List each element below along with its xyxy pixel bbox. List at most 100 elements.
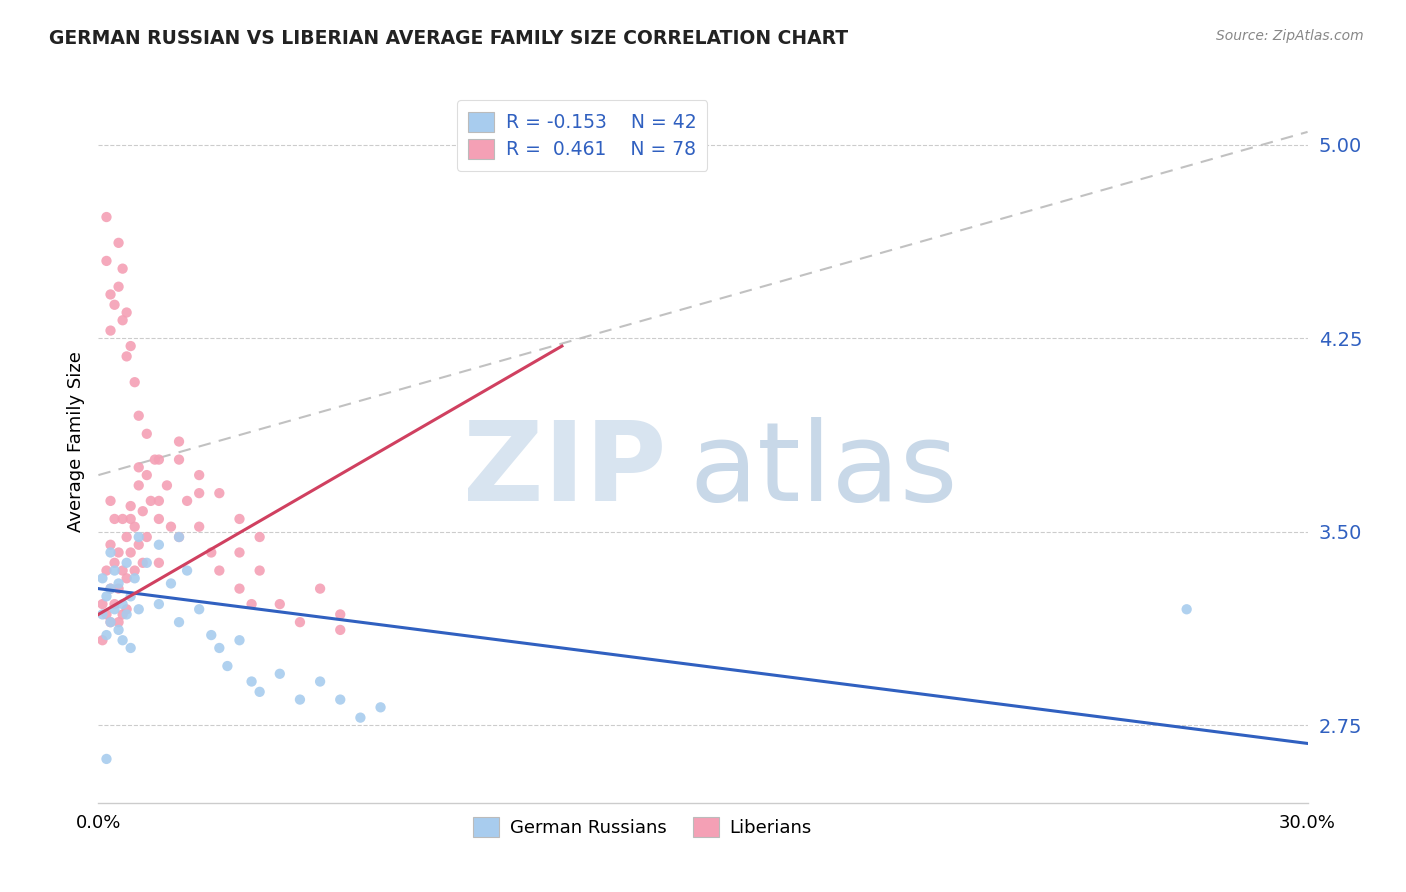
Legend: German Russians, Liberians: German Russians, Liberians xyxy=(463,806,823,848)
Point xyxy=(217,659,239,673)
Point xyxy=(188,468,211,483)
Point xyxy=(115,607,138,622)
Point xyxy=(120,339,142,353)
Point xyxy=(128,530,150,544)
Point xyxy=(120,499,142,513)
Point xyxy=(96,253,118,268)
Point xyxy=(329,623,352,637)
Point xyxy=(167,434,190,449)
Point xyxy=(115,305,138,319)
Point xyxy=(309,582,332,596)
Point xyxy=(228,545,250,559)
Point xyxy=(269,597,291,611)
Point xyxy=(100,545,122,559)
Point xyxy=(160,576,183,591)
Point xyxy=(124,564,146,578)
Text: Source: ZipAtlas.com: Source: ZipAtlas.com xyxy=(1216,29,1364,43)
Point xyxy=(124,571,146,585)
Point xyxy=(128,538,150,552)
Point xyxy=(100,494,122,508)
Point xyxy=(148,597,170,611)
Point xyxy=(240,674,263,689)
Point xyxy=(228,582,250,596)
Point xyxy=(100,582,122,596)
Point xyxy=(188,519,211,533)
Point xyxy=(100,615,122,630)
Point xyxy=(329,607,352,622)
Point xyxy=(160,519,183,533)
Point xyxy=(103,597,125,611)
Point xyxy=(188,486,211,500)
Point xyxy=(329,692,352,706)
Text: atlas: atlas xyxy=(690,417,957,524)
Point xyxy=(115,556,138,570)
Point xyxy=(100,538,122,552)
Point xyxy=(96,752,118,766)
Point xyxy=(107,235,129,250)
Point xyxy=(249,685,271,699)
Point xyxy=(115,602,138,616)
Point xyxy=(128,460,150,475)
Point xyxy=(103,512,125,526)
Y-axis label: Average Family Size: Average Family Size xyxy=(66,351,84,532)
Point xyxy=(148,494,170,508)
Point xyxy=(124,375,146,389)
Point xyxy=(167,530,190,544)
Point xyxy=(208,564,231,578)
Point xyxy=(132,504,155,518)
Point xyxy=(249,530,271,544)
Point xyxy=(148,556,170,570)
Point xyxy=(143,452,166,467)
Point xyxy=(124,519,146,533)
Point xyxy=(167,530,190,544)
Point xyxy=(128,602,150,616)
Point xyxy=(135,530,157,544)
Point xyxy=(91,597,114,611)
Point xyxy=(91,607,114,622)
Point xyxy=(1175,602,1198,616)
Point xyxy=(176,494,198,508)
Point xyxy=(107,545,129,559)
Point xyxy=(111,607,134,622)
Point xyxy=(100,287,122,301)
Point xyxy=(132,556,155,570)
Point xyxy=(309,674,332,689)
Point xyxy=(111,512,134,526)
Point xyxy=(135,426,157,441)
Point xyxy=(156,478,179,492)
Point xyxy=(228,633,250,648)
Point xyxy=(103,602,125,616)
Point xyxy=(107,279,129,293)
Point xyxy=(167,452,190,467)
Point xyxy=(148,512,170,526)
Point xyxy=(120,512,142,526)
Point xyxy=(103,298,125,312)
Point xyxy=(228,512,250,526)
Point xyxy=(111,564,134,578)
Point xyxy=(148,538,170,552)
Point xyxy=(240,597,263,611)
Point xyxy=(100,615,122,630)
Point xyxy=(103,556,125,570)
Point xyxy=(111,261,134,276)
Point xyxy=(135,468,157,483)
Point xyxy=(96,210,118,224)
Point xyxy=(107,582,129,596)
Point xyxy=(96,628,118,642)
Point xyxy=(135,556,157,570)
Point xyxy=(115,530,138,544)
Point xyxy=(370,700,392,714)
Point xyxy=(107,623,129,637)
Point xyxy=(288,692,311,706)
Point xyxy=(100,582,122,596)
Point xyxy=(120,545,142,559)
Point xyxy=(200,628,222,642)
Point xyxy=(111,633,134,648)
Point xyxy=(107,615,129,630)
Point xyxy=(96,564,118,578)
Point xyxy=(208,640,231,655)
Point xyxy=(288,615,311,630)
Point xyxy=(200,545,222,559)
Point xyxy=(208,486,231,500)
Point xyxy=(176,564,198,578)
